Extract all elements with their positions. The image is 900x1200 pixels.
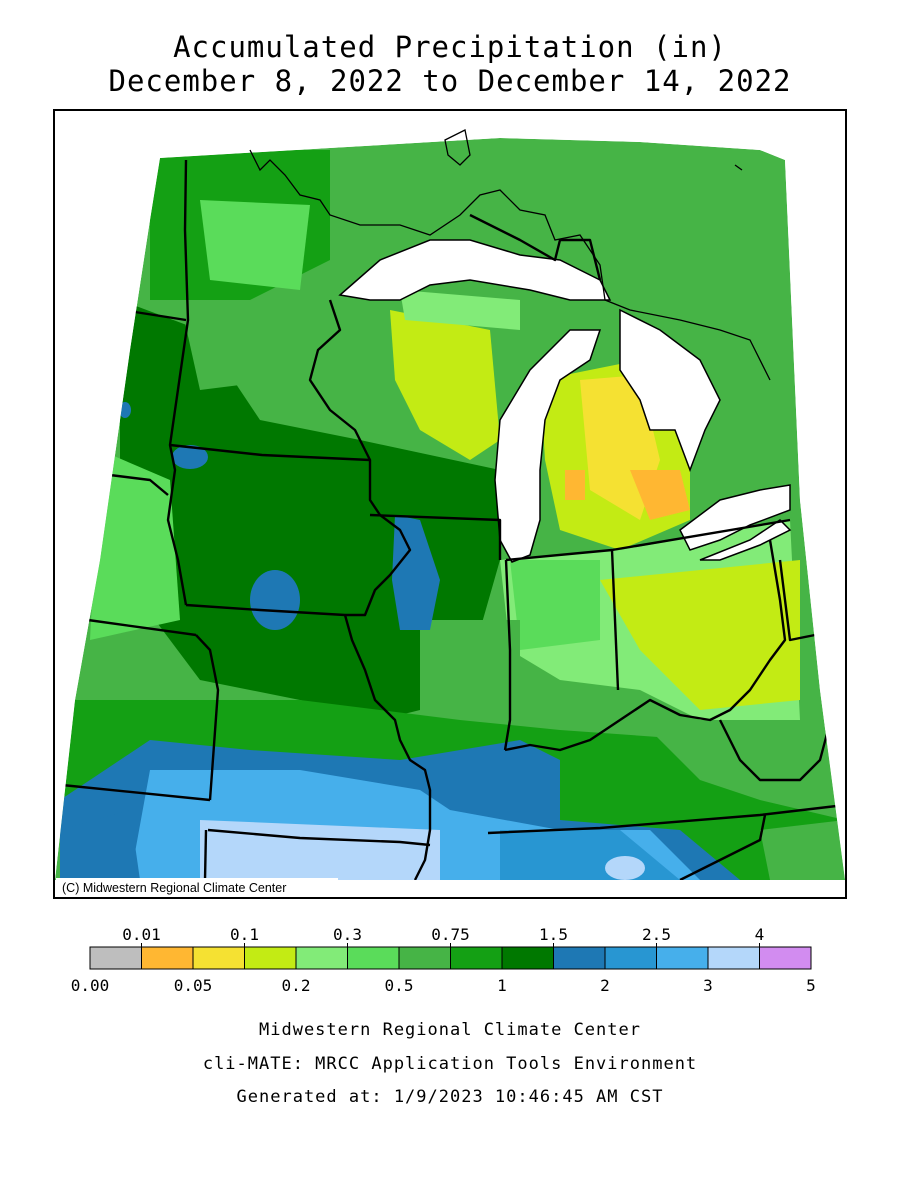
legend-top-label: 0.1 [230,925,259,944]
legend-top-label: 1.5 [539,925,568,944]
legend-bottom-label: 0.05 [174,976,213,995]
legend-bottom-label: 0.00 [71,976,110,995]
footer-org: Midwestern Regional Climate Center [259,1020,641,1040]
legend-swatch [89,946,142,970]
legend-swatch [398,946,451,970]
color-scale-legend: 0.01 0.1 0.3 0.75 1.5 2.5 4 0.00 0.05 0.2 0.5 1 2 3 5 [71,925,816,995]
legend-swatch [192,946,245,970]
legend-swatch [553,946,606,970]
legend-swatch [707,946,760,970]
footer-generated: Generated at: 1/9/2023 10:46:45 AM CST [236,1087,664,1107]
legend-swatch [759,946,812,970]
legend-top-label: 0.01 [122,925,161,944]
legend-swatch [295,946,348,970]
canada-coastline [249,129,771,381]
legend-bottom-label: 0.2 [282,976,311,995]
legend-swatch [450,946,503,970]
legend-swatch [501,946,554,970]
legend-bottom-label: 5 [806,976,816,995]
legend-swatch [604,946,657,970]
state-boundaries [61,159,846,882]
map-border [53,109,847,899]
legend-top-label: 4 [755,925,765,944]
legend-swatch [656,946,709,970]
legend-top-label: 2.5 [642,925,671,944]
legend-swatch [347,946,400,970]
legend-swatch [141,946,194,970]
legend-top-label: 0.3 [333,925,362,944]
legend-bottom-label: 3 [703,976,713,995]
map-date-range: December 8, 2022 to December 14, 2022 [108,64,792,98]
legend-swatch [244,946,297,970]
legend-bottom-label: 1 [497,976,507,995]
precipitation-map: (C) Midwestern Regional Climate Center [53,109,847,899]
map-title: Accumulated Precipitation (in) [173,30,727,64]
legend-top-label: 0.75 [431,925,470,944]
copyright-label: (C) Midwestern Regional Climate Center [62,881,286,895]
legend-bottom-label: 2 [600,976,610,995]
footer-tool: cli-MATE: MRCC Application Tools Environ… [202,1054,698,1074]
legend-bottom-label: 0.5 [385,976,414,995]
